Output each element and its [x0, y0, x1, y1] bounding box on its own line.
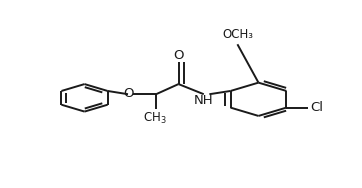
Text: OCH₃: OCH₃ [222, 28, 253, 41]
Text: O: O [123, 87, 134, 100]
Text: O: O [173, 49, 184, 62]
Text: NH: NH [193, 94, 213, 107]
Text: CH$_3$: CH$_3$ [143, 111, 167, 126]
Text: Cl: Cl [311, 101, 324, 114]
